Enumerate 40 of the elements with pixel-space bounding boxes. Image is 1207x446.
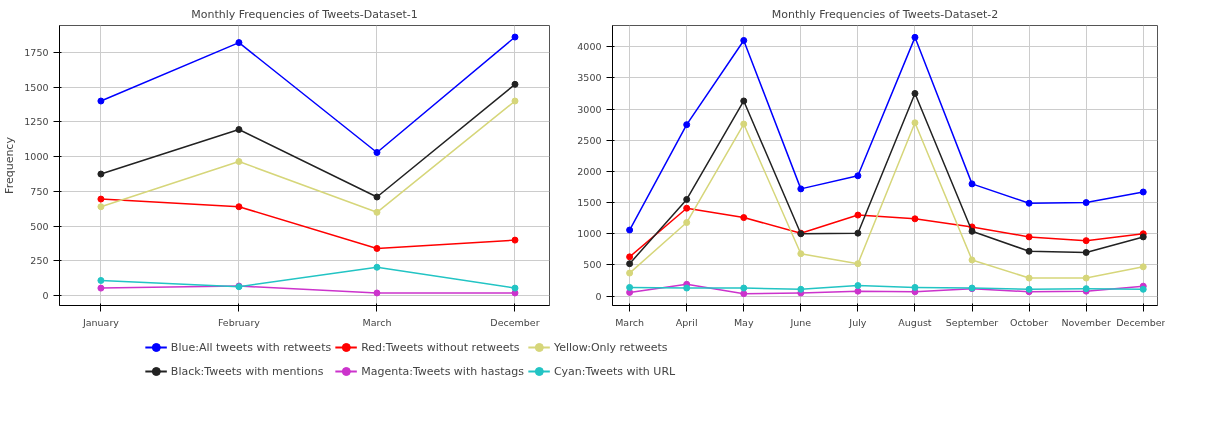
x-tick-label: December — [490, 316, 540, 328]
legend-label: Black:Tweets with mentions — [170, 364, 324, 378]
x-tick-label: June — [789, 316, 812, 328]
x-tick-label: March — [362, 316, 392, 328]
y-axis-title: Frequency — [3, 136, 17, 194]
legend-label: Blue:All tweets with retweets — [170, 340, 332, 354]
x-tick-label: November — [1061, 316, 1111, 328]
y-tick-label: 1750 — [24, 46, 49, 58]
y-tick-label: 1500 — [24, 81, 49, 93]
legend-label: Magenta:Tweets with hastags — [361, 364, 524, 378]
x-tick-label: July — [848, 316, 867, 328]
y-tick-label: 2000 — [577, 165, 602, 177]
chart-title: Monthly Frequencies of Tweets-Dataset-1 — [191, 7, 418, 21]
y-tick-label: 750 — [30, 185, 49, 197]
x-tick-label: March — [615, 316, 645, 328]
x-tick-label: August — [898, 316, 932, 328]
legend-label: Yellow:Only retweets — [553, 340, 668, 354]
y-tick-label: 0 — [42, 290, 49, 302]
y-tick-label: 1000 — [24, 151, 49, 163]
x-tick-label: January — [81, 316, 120, 328]
y-tick-label: 0 — [595, 290, 602, 302]
y-tick-label: 500 — [30, 220, 49, 232]
y-tick-label: 2500 — [577, 134, 602, 146]
x-tick-label: February — [217, 316, 261, 328]
y-tick-label: 250 — [30, 255, 49, 267]
x-tick-label: December — [1116, 316, 1166, 328]
x-tick-label: April — [675, 316, 698, 328]
y-tick-label: 4000 — [577, 41, 602, 53]
legend-label: Cyan:Tweets with URL — [553, 364, 676, 378]
y-tick-label: 500 — [583, 259, 602, 271]
x-tick-label: September — [945, 316, 999, 328]
y-tick-label: 1250 — [24, 116, 49, 128]
y-tick-label: 1000 — [577, 228, 602, 240]
x-tick-label: May — [733, 316, 754, 328]
legend-label: Red:Tweets without retweets — [361, 340, 520, 354]
x-tick-label: October — [1010, 316, 1049, 328]
y-tick-label: 1500 — [577, 197, 602, 209]
y-tick-label: 3000 — [577, 103, 602, 115]
y-tick-label: 3500 — [577, 72, 602, 84]
chart-title: Monthly Frequencies of Tweets-Dataset-2 — [771, 7, 999, 21]
